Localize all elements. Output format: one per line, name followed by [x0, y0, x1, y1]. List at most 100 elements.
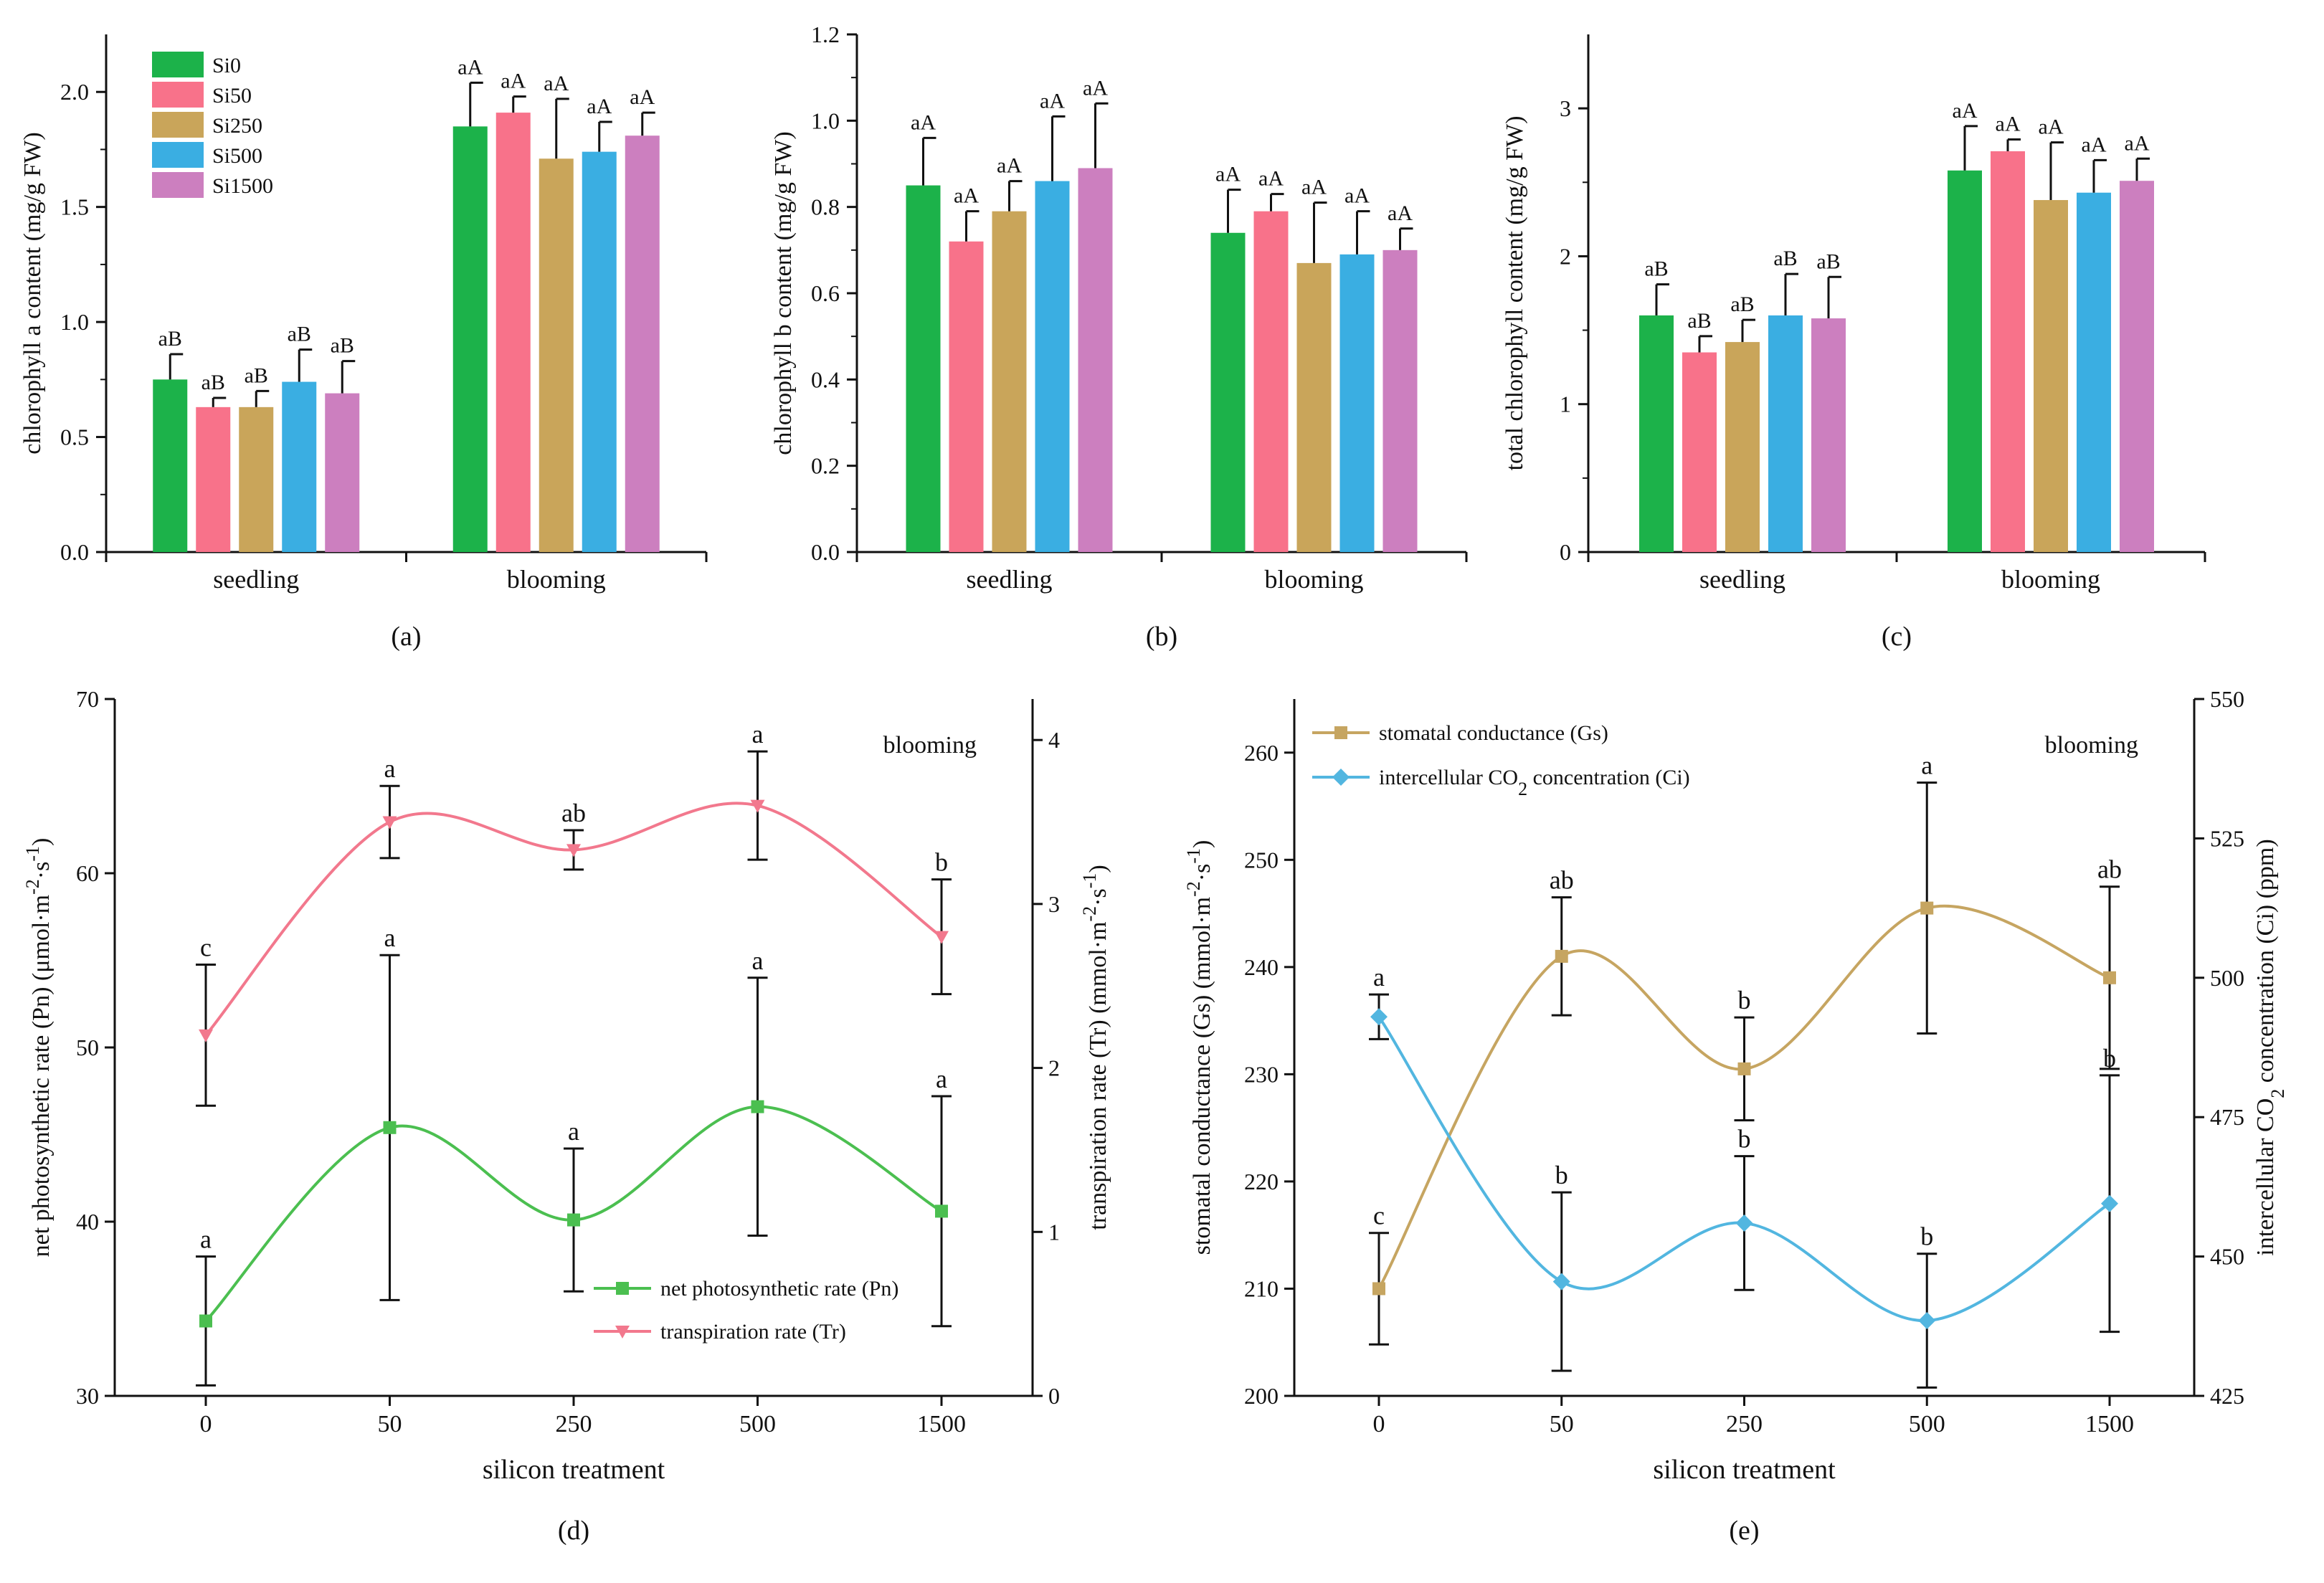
left-y-tick-label: 200	[1244, 1383, 1279, 1409]
x-tick-label: 500	[739, 1411, 776, 1437]
significance-label: ab	[2097, 855, 2122, 884]
significance-label: aA	[544, 72, 569, 95]
legend-marker-pn	[616, 1282, 629, 1295]
y-axis-label: chlorophyll a content (mg/g FW)	[19, 132, 46, 454]
data-point-pn	[751, 1100, 764, 1113]
x-tick-label: 50	[378, 1411, 402, 1437]
x-tick-label: 0	[1373, 1411, 1385, 1437]
left-y-tick-label: 70	[76, 686, 99, 712]
y-axis-label: total chlorophyll content (mg/g FW)	[1502, 116, 1528, 471]
significance-label: aA	[1344, 184, 1370, 208]
x-category-label: seedling	[1699, 565, 1785, 594]
legend-marker-gs	[1334, 726, 1347, 739]
x-category-label: blooming	[1264, 565, 1363, 594]
data-point-ci	[2101, 1194, 2118, 1212]
significance-label: aA	[2082, 133, 2107, 156]
y-tick-label: 0	[1560, 539, 1571, 565]
y-tick-label: 0.0	[811, 539, 840, 565]
right-y-tick-label: 550	[2210, 686, 2244, 712]
x-category-label: seedling	[967, 565, 1053, 594]
season-title: blooming	[883, 732, 977, 759]
left-y-tick-label: 220	[1244, 1169, 1279, 1194]
right-y-tick-label: 1	[1048, 1219, 1060, 1245]
data-point-ci	[1735, 1214, 1753, 1232]
legend-swatch-si500	[152, 142, 204, 168]
legend-swatch-si50	[152, 82, 204, 108]
y-tick-label: 0.6	[811, 280, 840, 306]
legend-marker-tr	[615, 1326, 630, 1339]
left-y-tick-label: 60	[76, 860, 99, 886]
x-tick-label: 1500	[917, 1411, 966, 1437]
y-tick-label: 1.2	[811, 22, 840, 47]
significance-label: aA	[501, 70, 526, 93]
significance-label: ab	[1550, 866, 1574, 895]
significance-label: b	[1738, 1125, 1751, 1154]
bar-si500-blooming	[582, 151, 617, 553]
significance-label: b	[1920, 1222, 1933, 1251]
left-y-tick-label: 40	[76, 1209, 99, 1235]
significance-label: aB	[1816, 249, 1840, 273]
right-y-tick-label: 425	[2210, 1383, 2244, 1409]
legend-swatch-si250	[152, 112, 204, 138]
bar-si0-seedling	[153, 379, 188, 552]
bar-si250-seedling	[992, 211, 1027, 552]
left-y-tick-label: 250	[1244, 847, 1279, 873]
bar-si0-seedling	[1639, 315, 1674, 552]
x-category-label: blooming	[507, 565, 606, 594]
data-point-gs	[1372, 1282, 1385, 1296]
y-tick-label: 3	[1560, 95, 1571, 121]
significance-label: a	[752, 946, 764, 975]
data-point-gs	[1555, 949, 1568, 963]
significance-label: aB	[1644, 257, 1668, 281]
bar-si1500-seedling	[1078, 168, 1113, 552]
bar-si50-blooming	[1253, 211, 1289, 552]
significance-label: a	[752, 720, 764, 748]
x-category-label: blooming	[2001, 565, 2100, 594]
legend-marker-ci	[1332, 769, 1350, 786]
panel-label: (c)	[1882, 622, 1912, 652]
x-tick-label: 1500	[2085, 1411, 2134, 1437]
significance-label: aA	[1953, 99, 1978, 123]
significance-label: aA	[1301, 176, 1327, 199]
significance-label: aA	[997, 154, 1022, 178]
significance-label: aA	[1388, 201, 1413, 225]
significance-label: aA	[2125, 131, 2150, 155]
bar-si250-seedling	[1725, 342, 1760, 552]
y-axis-label: chlorophyll b content (mg/g FW)	[770, 131, 797, 455]
y-tick-label: 2.0	[60, 79, 89, 105]
right-y-tick-label: 0	[1048, 1383, 1060, 1409]
data-point-tr	[382, 816, 397, 829]
legend-swatch-si1500	[152, 172, 204, 198]
panel-label: (e)	[1729, 1516, 1759, 1546]
data-point-pn	[199, 1314, 212, 1328]
x-axis-label: silicon treatment	[483, 1455, 665, 1485]
bar-si0-blooming	[1210, 232, 1246, 552]
bar-si1500-seedling	[1811, 318, 1846, 552]
panel-c-total-chlorophyll: 0 1 2 3 total chlorophyll content (mg/g FW) s…	[1502, 34, 2206, 652]
panel-label: (b)	[1146, 622, 1177, 652]
legend-label: transpiration rate (Tr)	[660, 1320, 846, 1344]
significance-label: a	[568, 1117, 579, 1146]
significance-label: a	[1921, 751, 1932, 780]
data-point-ci	[1552, 1273, 1570, 1290]
bar-si0-seedling	[906, 185, 941, 552]
left-y-tick-label: 230	[1244, 1061, 1279, 1087]
x-tick-label: 500	[1909, 1411, 1945, 1437]
y-tick-label: 1.5	[60, 194, 89, 220]
bar-si1500-blooming	[2120, 181, 2154, 553]
left-y-tick-label: 240	[1244, 954, 1279, 980]
significance-label: b	[1738, 986, 1751, 1014]
bar-si50-blooming	[495, 113, 531, 552]
series-line-ci	[1377, 1016, 2111, 1323]
significance-label: aA	[911, 110, 936, 134]
x-category-label: seedling	[213, 565, 299, 594]
legend-label: net photosynthetic rate (Pn)	[660, 1277, 898, 1301]
x-tick-label: 250	[1726, 1411, 1763, 1437]
y-tick-label: 0.5	[60, 424, 89, 450]
right-y-tick-label: 500	[2210, 965, 2244, 991]
y-tick-label: 1.0	[811, 108, 840, 133]
x-tick-label: 50	[1550, 1411, 1574, 1437]
bar-si500-seedling	[1035, 181, 1070, 553]
y-tick-label: 1	[1560, 391, 1571, 417]
